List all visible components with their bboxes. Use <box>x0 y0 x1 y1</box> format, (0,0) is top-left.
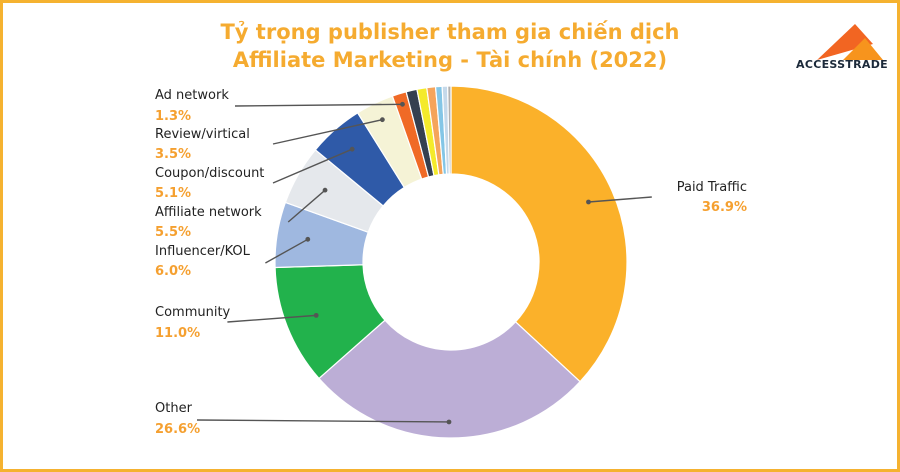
chart-title-line1: Tỷ trọng publisher tham gia chiến dịch <box>220 20 680 44</box>
slice-unlabeled-6 <box>447 85 452 175</box>
leader-line-affiliate-network <box>287 189 326 223</box>
slice-other <box>318 319 581 439</box>
percent-review-virtical: 3.5% <box>155 147 191 162</box>
callouts-group: Paid Traffic 36.9% Other 26.6% Community 11.0… <box>155 88 747 437</box>
percent-paid-traffic: 36.9% <box>702 200 747 215</box>
leader-dot-paid-traffic <box>586 199 591 205</box>
slices-group <box>274 85 628 439</box>
leader-line-influencer-kol <box>265 238 309 264</box>
percent-ad-network: 1.3% <box>155 109 191 124</box>
leader-line-coupon-discount <box>272 148 353 184</box>
accesstrade-logo-icon <box>817 24 883 60</box>
label-review-virtical: Review/virtical <box>155 127 250 142</box>
label-community: Community <box>155 305 231 320</box>
leader-line-community <box>227 314 317 323</box>
percent-other: 26.6% <box>155 422 200 437</box>
leader-line-review-virtical <box>272 118 383 145</box>
leader-line-paid-traffic <box>588 196 652 203</box>
label-paid-traffic: Paid Traffic <box>677 180 747 195</box>
leader-dot-influencer-kol <box>305 236 311 242</box>
logo-text: ACCESSTRADE <box>796 58 888 71</box>
slice-paid-traffic <box>450 85 628 383</box>
leader-dot-community <box>313 312 319 318</box>
percent-community: 11.0% <box>155 326 200 341</box>
chart-title-line2: Affiliate Marketing - Tài chính (2022) <box>232 48 668 72</box>
leader-dot-affiliate-network <box>322 187 328 193</box>
leader-dot-ad-network <box>400 101 405 107</box>
label-ad-network: Ad network <box>155 88 229 103</box>
label-affiliate-network: Affiliate network <box>155 205 262 220</box>
label-coupon-discount: Coupon/discount <box>155 166 264 181</box>
percent-influencer-kol: 6.0% <box>155 264 191 279</box>
label-other: Other <box>155 401 193 416</box>
leader-line-ad-network <box>234 103 403 107</box>
leader-dot-coupon-discount <box>349 146 355 152</box>
percent-affiliate-network: 5.5% <box>155 225 191 240</box>
leader-dot-other <box>446 419 452 425</box>
percent-coupon-discount: 5.1% <box>155 186 191 201</box>
leader-line-other <box>196 419 449 423</box>
label-influencer-kol: Influencer/KOL <box>155 244 251 259</box>
leader-dot-review-virtical <box>379 117 385 123</box>
